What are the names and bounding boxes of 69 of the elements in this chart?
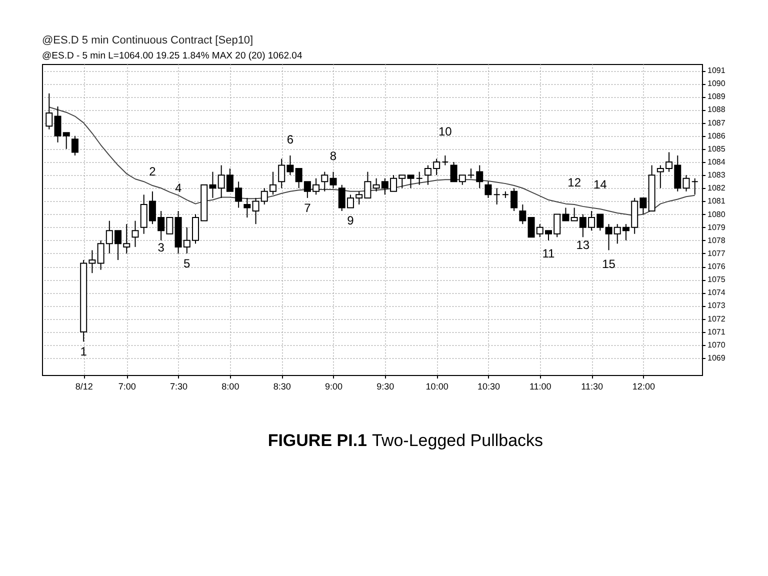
candlestick: [484, 181, 492, 198]
candlestick: [132, 220, 139, 248]
candlestick: [468, 168, 475, 179]
annotation: 11: [542, 246, 556, 260]
candlestick: [244, 197, 251, 218]
y-tick-label: 1088: [708, 105, 726, 114]
y-tick-label: 1084: [708, 158, 726, 167]
y-tick-label: 1069: [708, 354, 726, 363]
candlestick: [330, 171, 337, 189]
annotation: 7: [304, 200, 312, 215]
x-tick-label: 8:30: [273, 382, 291, 392]
line-series: [48, 106, 696, 216]
x-tick-label: 10:00: [426, 382, 448, 392]
y-tick-label: 1089: [708, 92, 726, 102]
y-tick-label: 1080: [708, 210, 726, 219]
x-tick-label: 7:00: [118, 382, 136, 392]
x-tick-label: 9:00: [324, 382, 343, 392]
annotation: 2: [149, 164, 156, 178]
x-tick-label: 11:00: [529, 382, 552, 392]
y-tick-label: 1071: [708, 327, 726, 336]
annotation: 4: [174, 181, 182, 196]
annotation: 10: [438, 124, 452, 138]
x-tick-label: 8:00: [222, 382, 240, 392]
y-tick-label: 1079: [708, 222, 726, 232]
annotation: 12: [568, 176, 582, 190]
candlestick: [321, 171, 328, 192]
annotation: 3: [158, 240, 165, 254]
y-tick-label: 1086: [708, 131, 726, 140]
annotation: 13: [576, 238, 590, 252]
y-tick-label: 1082: [708, 184, 726, 193]
x-tick-label: 12:00: [632, 382, 655, 392]
candlestick: [493, 188, 500, 205]
candlestick: [476, 164, 484, 189]
x-tick-label: 8/12: [75, 382, 93, 392]
annotation: 1: [80, 344, 88, 359]
x-tick-label: 11:30: [581, 382, 603, 392]
chart-title: @ES.D 5 min Continuous Contract [Sep10]: [42, 34, 254, 46]
x-tick-label: 10:30: [477, 382, 500, 392]
candlestick: [519, 204, 526, 225]
candlestick: [691, 178, 698, 196]
annotation: 8: [330, 148, 337, 163]
candlestick: [416, 171, 423, 186]
y-tick-label: 1091: [708, 66, 726, 76]
annotation: 6: [286, 132, 294, 146]
y-tick-label: 1077: [708, 248, 726, 258]
candlestick: [442, 154, 449, 166]
candlestick: [46, 92, 53, 130]
annotation: 15: [602, 257, 616, 272]
y-tick-label: 1083: [708, 170, 726, 180]
y-tick-label: 1070: [708, 340, 726, 350]
annotation: 5: [184, 256, 191, 270]
y-tick-label: 1074: [708, 288, 726, 298]
candlestick: [71, 135, 78, 156]
y-tick-label: 1078: [708, 236, 726, 245]
y-tick-label: 1075: [708, 275, 726, 284]
text: FIGURE PI.1 Two-Legged Pullbacks: [268, 431, 544, 450]
y-tick-label: 1090: [708, 79, 726, 88]
candlestick: [510, 188, 518, 212]
x-tick-label: 7:30: [170, 382, 188, 392]
y-tick-label: 1072: [708, 314, 726, 324]
y-tick-label: 1087: [708, 118, 726, 128]
y-tick-label: 1073: [708, 301, 726, 310]
x-tick-label: 9:30: [376, 382, 394, 392]
y-tick-label: 1085: [708, 144, 726, 154]
chart-subtitle: @ES.D - 5 min L=1064.00 19.25 1.84% MAX 20 (20) 1062.04: [42, 50, 302, 62]
y-tick-label: 1076: [708, 262, 726, 272]
y-tick-label: 1081: [708, 196, 726, 206]
annotation: 14: [593, 177, 608, 192]
annotation: 9: [347, 214, 354, 228]
